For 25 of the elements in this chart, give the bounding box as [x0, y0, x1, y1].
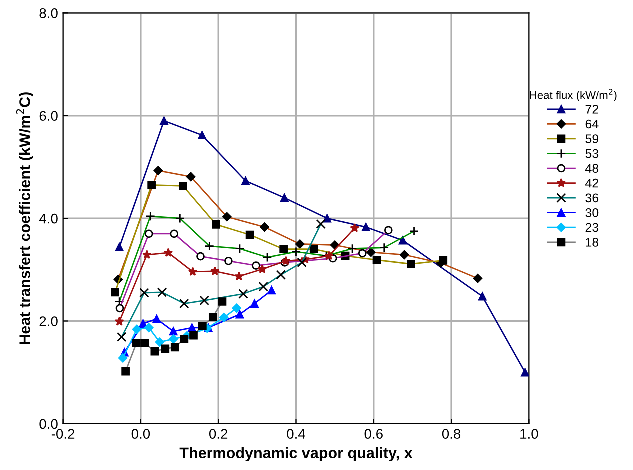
legend-label: 30 — [586, 208, 599, 218]
y-tick-label: 4.0 — [39, 214, 58, 224]
legend-label: 36 — [586, 194, 599, 203]
x-tick-label: 0.4 — [287, 429, 306, 440]
legend-label: 72 — [586, 105, 598, 114]
x-tick-label: 0.6 — [364, 429, 383, 440]
legend-label: 48 — [586, 164, 599, 174]
legend-title: Heat flux (kW/m$^{2}$) — [530, 89, 617, 102]
legend-label: 42 — [586, 178, 598, 188]
x-tick-label: 0.0 — [132, 429, 150, 440]
x-axis-title: Thermodynamic vapor quality, x — [180, 447, 413, 462]
x-tick-label: 0.8 — [442, 429, 461, 440]
y-tick-label: 0.0 — [40, 419, 58, 430]
legend-label: 64 — [586, 120, 599, 129]
x-tick-label: 0.2 — [209, 429, 228, 440]
x-tick-label: -0.2 — [52, 429, 75, 440]
legend-label: 59 — [586, 134, 599, 144]
y-tick-label: 2.0 — [40, 316, 58, 326]
y-axis-title: Heat transfert coefficient (kW/m$^{2}$C) — [16, 92, 34, 344]
x-tick-label: 1.0 — [520, 429, 538, 440]
y-tick-label: 8.0 — [40, 8, 58, 18]
legend-label: 23 — [586, 223, 599, 232]
legend-label: 18 — [586, 238, 599, 247]
legend-label: 53 — [586, 149, 599, 158]
y-tick-label: 6.0 — [40, 111, 58, 122]
